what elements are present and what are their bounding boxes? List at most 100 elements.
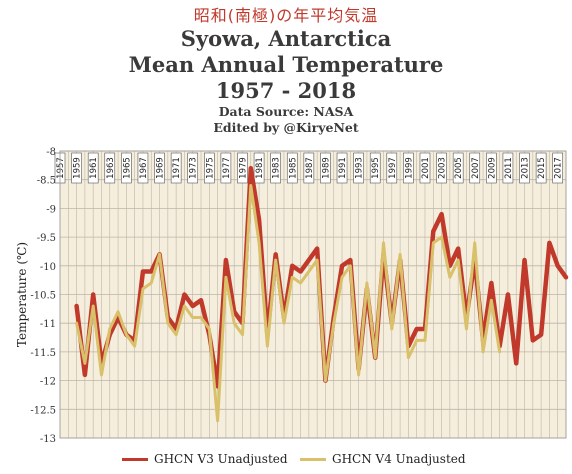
y-tick-label: -12.5 (30, 405, 56, 416)
x-tick-label-box (552, 152, 564, 184)
x-tick-label: 1957 (56, 157, 66, 179)
x-tick-label: 2005 (454, 157, 464, 179)
y-tick-label: -8 (46, 147, 56, 158)
x-tick-label: 1985 (288, 157, 298, 179)
x-tick-label: 1983 (272, 157, 282, 179)
y-tick-label: -12 (40, 377, 56, 388)
x-tick-label-group: 2005 (452, 152, 464, 184)
x-tick-label-group: 2011 (502, 152, 514, 184)
x-tick-label-box (137, 152, 149, 184)
legend-swatch-v4 (300, 457, 326, 461)
x-tick-label-box (486, 152, 497, 184)
japanese-title: 昭和(南極)の年平均気温 (193, 6, 379, 25)
x-tick-label-group: 1971 (170, 152, 182, 184)
series-line-v4 (75, 183, 502, 423)
x-tick-label-box (303, 152, 315, 184)
legend-label-v3: GHCN V3 Unadjusted (154, 452, 288, 466)
x-tick-label-box (469, 152, 481, 184)
x-tick-label: 1965 (122, 157, 132, 179)
x-tick-label: 1977 (222, 157, 232, 179)
x-tick-label-box (386, 152, 398, 184)
x-tick-label: 1989 (321, 157, 331, 179)
x-tick-label-group: 2009 (486, 152, 497, 184)
y-tick-label: -8.5 (37, 176, 56, 187)
x-tick-label: 1961 (89, 157, 99, 179)
x-tick-label-group: 1961 (87, 152, 99, 184)
x-tick-label-group: 2007 (469, 152, 481, 184)
x-tick-label-group: 1975 (204, 152, 215, 184)
x-tick-label-box (121, 152, 132, 184)
chart-title-location: Syowa, Antarctica (180, 26, 392, 51)
x-tick-label-group: 1967 (137, 152, 149, 184)
x-tick-label: 2013 (521, 157, 531, 179)
x-tick-label: 1959 (73, 157, 83, 179)
x-tick-label-box (187, 152, 199, 184)
y-tick-label: -10.5 (30, 291, 56, 302)
x-tick-label-group: 1973 (187, 152, 199, 184)
x-tick-label: 1979 (238, 157, 248, 179)
x-tick-label: 1963 (106, 157, 116, 179)
x-tick-label-group: 1959 (71, 152, 83, 184)
data-source-note: Data Source: NASA (218, 104, 354, 119)
x-tick-label: 1975 (205, 157, 215, 179)
x-tick-label: 2001 (421, 157, 431, 179)
x-tick-label-box (204, 152, 215, 184)
y-tick-label: -9 (46, 204, 56, 215)
x-tick-label-group: 2001 (419, 152, 431, 184)
chart-title: Mean Annual Temperature (128, 52, 444, 77)
y-tick-label: -13 (40, 434, 56, 445)
x-tick-label: 1967 (139, 157, 149, 179)
x-tick-label: 1991 (338, 157, 348, 179)
x-tick-label-box (104, 152, 116, 184)
x-tick-label-box (502, 152, 514, 184)
x-tick-label-box (436, 152, 447, 184)
x-tick-label-group: 1979 (237, 152, 248, 184)
x-tick-label-box (154, 152, 165, 184)
x-tick-label-box (237, 152, 248, 184)
x-tick-label-group: 1989 (320, 152, 331, 184)
x-tick-label-group: 1985 (286, 152, 298, 184)
y-tick-label: -10 (40, 262, 56, 273)
y-tick-label: -11 (40, 319, 56, 330)
x-tick-label: 2007 (471, 157, 481, 179)
y-axis-label: Temperature (℃) (15, 242, 29, 347)
plot-border (59, 150, 567, 439)
x-tick-label: 1969 (156, 157, 166, 179)
x-tick-label-box (403, 152, 414, 184)
x-tick-label: 1997 (388, 157, 398, 179)
x-tick-label-group: 1983 (270, 152, 282, 184)
y-tick-label: -11.5 (30, 348, 56, 359)
legend-swatch-v3 (122, 457, 148, 461)
x-tick-label-box (286, 152, 298, 184)
x-tick-label-group: 2017 (552, 152, 564, 184)
x-tick-label-box (270, 152, 281, 184)
x-tick-label: 1995 (371, 157, 381, 179)
x-tick-label-group: 1965 (121, 152, 132, 184)
x-tick-label: 1993 (355, 157, 365, 179)
chart-year-range: 1957 - 2018 (215, 78, 357, 103)
legend-item-v3: GHCN V3 Unadjusted (122, 452, 288, 466)
legend-label-v4: GHCN V4 Unadjusted (332, 452, 466, 466)
x-tick-label-group: 2013 (519, 152, 531, 184)
x-tick-label-group: 2015 (535, 152, 547, 184)
x-tick-label-group: 1987 (303, 152, 315, 184)
x-tick-label-box (419, 152, 431, 184)
x-tick-label: 1987 (305, 157, 315, 179)
x-tick-label-group: 1991 (336, 152, 348, 184)
x-tick-label: 2017 (554, 157, 564, 179)
x-tick-label-group: 2003 (436, 152, 448, 184)
x-tick-label-group: 1999 (403, 152, 414, 184)
x-tick-label-box (535, 152, 547, 184)
x-tick-label-box (220, 152, 232, 184)
x-tick-label: 2015 (537, 157, 547, 179)
legend-item-v4: GHCN V4 Unadjusted (300, 452, 466, 466)
chart-legend: GHCN V3 Unadjusted GHCN V4 Unadjusted (0, 452, 572, 472)
x-tick-label: 2011 (504, 157, 514, 179)
x-tick-label-group: 1993 (353, 152, 365, 184)
x-tick-label-group: 1957 (54, 152, 66, 184)
edited-by-note: Edited by @KiryeNet (213, 120, 359, 135)
x-tick-label: 2009 (487, 157, 497, 179)
x-tick-label-group: 1969 (154, 152, 166, 184)
x-tick-label-box (320, 152, 331, 184)
